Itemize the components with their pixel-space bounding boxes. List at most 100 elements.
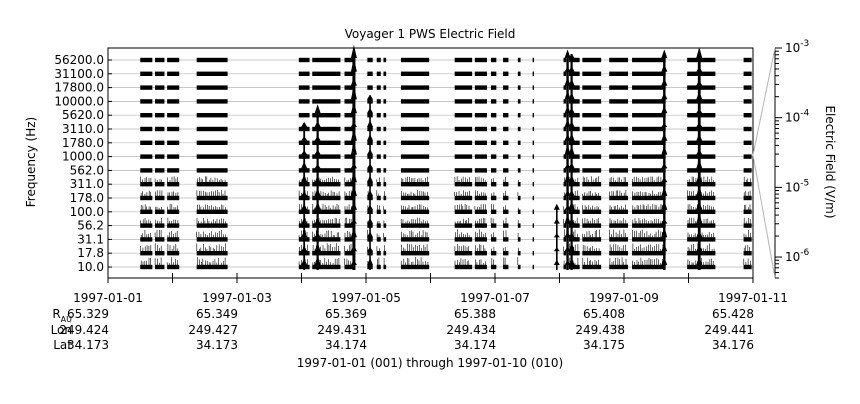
data-segment [517,237,521,242]
data-segment [563,154,567,159]
data-segment [383,237,387,242]
data-segment [490,99,497,104]
noise-trace [344,243,354,252]
data-segment [383,71,387,76]
data-segment [503,71,509,76]
burst-peak [696,256,703,265]
data-segment [196,140,228,145]
data-segment [532,264,534,270]
right-tick-exponent: -3 [800,39,809,49]
data-segment [503,223,509,228]
data-segment [517,168,521,173]
noise-trace [454,204,470,210]
data-segment [490,85,497,90]
noise-trace [491,178,494,183]
data-segment [167,168,180,173]
data-segment [532,57,534,63]
data-segment [517,154,521,159]
noise-trace [582,217,599,224]
data-segment [517,85,521,90]
right-tick-base: 10 [785,41,800,55]
y-axis-ticks: 56200.031100.017800.010000.05620.03110.0… [54,53,112,274]
burst-peak [564,231,571,238]
data-segment [490,264,497,270]
data-segment [632,140,666,145]
data-segment [632,126,666,132]
burst-peak [564,77,571,86]
data-segment [609,223,629,228]
burst-peak [314,176,321,183]
data-segment [383,85,387,90]
data-segment [167,237,180,242]
burst-peak [568,242,575,252]
burst-peak [367,218,374,224]
data-segment [474,264,487,270]
data-segment [517,264,521,270]
noise-trace [475,190,486,196]
burst-peak [314,242,321,252]
data-segment [400,264,430,270]
data-segment [743,71,752,76]
data-segment [503,237,509,242]
noise-trace [140,176,152,183]
date-range-footer: 1997-01-01 (001) through 1997-01-10 (010… [297,356,563,370]
ephemeris-value: 249.434 [446,323,496,337]
burst-peak [661,92,668,100]
data-segment [312,251,341,256]
noise-trace [632,218,663,224]
burst-peak [314,218,321,224]
x-tick-label: 1997-01-07 [460,291,530,305]
ephemeris-value: 34.173 [67,338,109,352]
noise-trace [632,203,663,210]
data-segment [532,182,534,187]
burst-peak [661,162,668,169]
ephemeris-value: 249.438 [575,323,625,337]
noise-trace [743,217,751,224]
burst-peak [301,135,308,141]
burst-peak [350,244,357,252]
burst-peak [564,214,571,224]
burst-peak [314,188,321,196]
data-segment [582,154,602,159]
data-segment [376,113,381,118]
data-segment [490,57,497,63]
data-segment [344,71,356,76]
data-segment [743,154,752,159]
right-tick-label: 10-5 [785,178,809,194]
ephemeris-row-label: Lon [51,323,72,337]
data-segment [167,126,180,132]
data-segment [367,71,373,76]
noise-trace [197,204,226,210]
data-segment [490,154,497,159]
data-segment [743,57,752,63]
data-segment [196,71,228,76]
burst-peak [553,218,560,224]
data-segment [454,237,473,242]
data-segment [517,223,521,228]
noise-trace [582,245,600,252]
noise-trace [743,258,751,265]
data-segment [609,57,629,63]
data-segment [582,168,602,173]
data-segment [454,251,473,256]
burst-peak [553,203,560,210]
noise-trace [401,230,428,238]
y-tick-label: 1000.0 [62,150,104,164]
burst-peak [564,163,571,169]
data-segment [503,264,509,270]
right-tick-label: 10-3 [785,39,809,55]
data-segment [582,182,602,187]
burst-peak [568,174,575,183]
data-segment [454,168,473,173]
data-segment [503,99,509,104]
data-segment [568,126,580,132]
data-segment [687,99,716,104]
burst-peak [350,121,357,127]
data-segment [517,113,521,118]
data-segment [376,182,381,187]
data-segment [582,126,602,132]
right-tick-exponent: -5 [800,178,809,188]
y-axis-label: Frequency (Hz) [24,117,38,208]
data-segment [490,182,497,187]
